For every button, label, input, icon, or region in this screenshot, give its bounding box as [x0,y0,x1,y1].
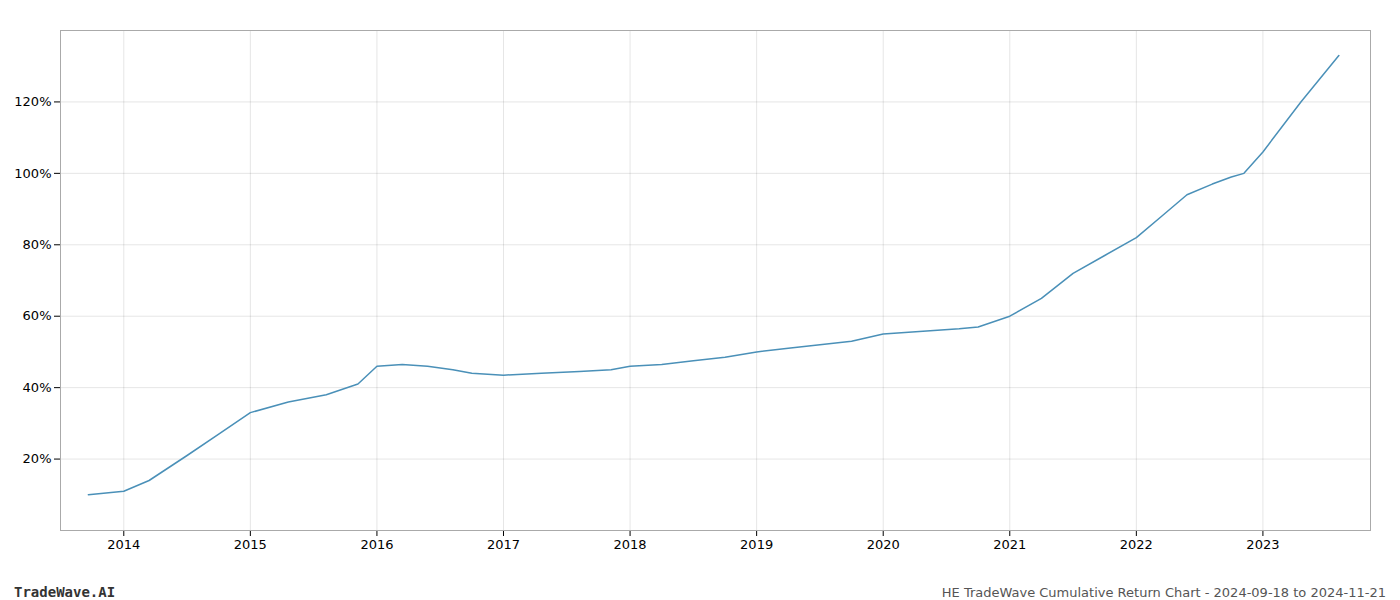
svg-text:2016: 2016 [360,537,393,552]
svg-text:60%: 60% [23,308,52,323]
html-text:HE TradeWave Cumulative Return: HE TradeWave Cumulative Return Chart - 2… [941,585,1386,600]
svg-text:20%: 20% [23,451,52,466]
svg-text:2022: 2022 [1120,537,1153,552]
svg-text:40%: 40% [23,380,52,395]
svg-text:120%: 120% [14,94,51,109]
svg-text:100%: 100% [14,166,51,181]
svg-text:2015: 2015 [234,537,267,552]
svg-text:2017: 2017 [487,537,520,552]
html-text:TradeWave.AI: TradeWave.AI [14,584,116,600]
svg-text:2020: 2020 [867,537,900,552]
svg-text:80%: 80% [23,237,52,252]
svg-text:2018: 2018 [614,537,647,552]
svg-text:2023: 2023 [1246,537,1279,552]
svg-text:2014: 2014 [107,537,140,552]
svg-text:2021: 2021 [993,537,1026,552]
svg-text:2019: 2019 [740,537,773,552]
